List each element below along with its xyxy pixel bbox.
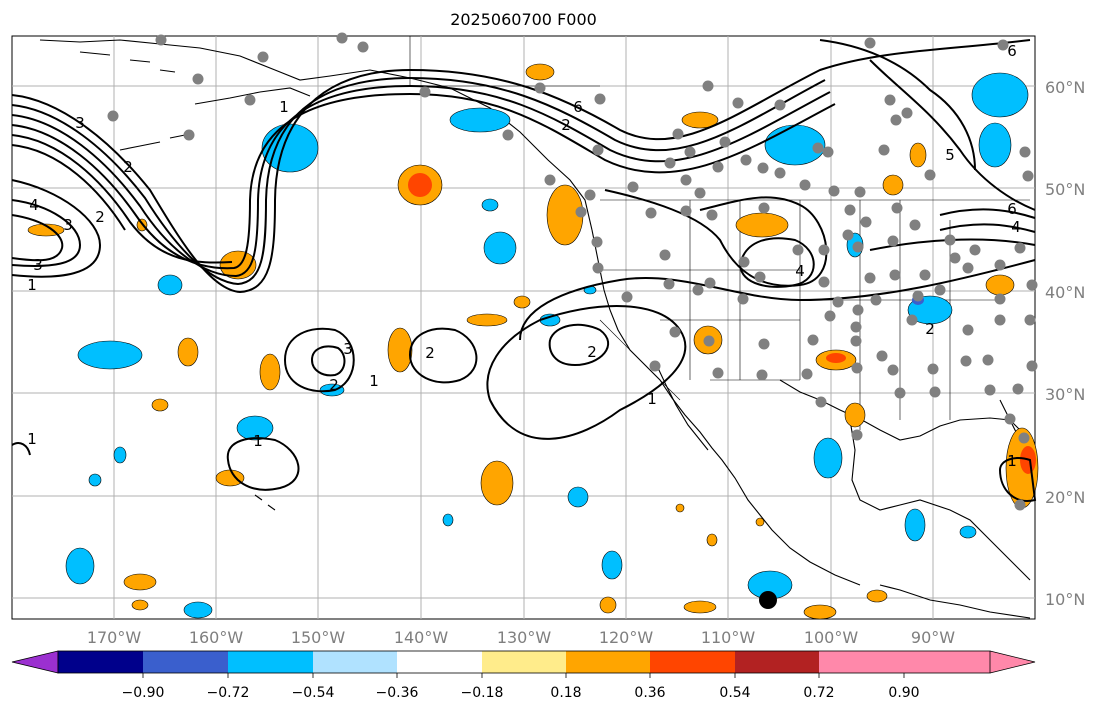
colorbar-segment: [313, 651, 397, 673]
contour-label: 4: [29, 196, 39, 214]
contour-label: 4: [795, 262, 805, 280]
colorbar-segment: [228, 651, 313, 673]
lon-label: 90°W: [911, 628, 955, 647]
colorbar-tick-label: 0.90: [888, 685, 919, 701]
contour-label: 1: [369, 372, 379, 390]
contour-label: 2: [925, 320, 935, 338]
contour-label: 1: [647, 390, 657, 408]
contour-label: 6: [1007, 42, 1017, 60]
colorbar-segment: [143, 651, 228, 673]
lon-label: 110°W: [701, 628, 756, 647]
contour-label: 2: [95, 208, 105, 226]
contour-label: 1: [253, 432, 263, 450]
lon-label: 140°W: [394, 628, 449, 647]
colorbar-segment: [482, 651, 566, 673]
contour-label: 2: [561, 116, 571, 134]
colorbar-tick-label: −0.54: [292, 685, 335, 701]
colorbar-tick-label: −0.72: [207, 685, 250, 701]
lon-label: 170°W: [87, 628, 142, 647]
contour-lines: [11, 39, 1037, 502]
contour-label: 6: [573, 98, 583, 116]
colorbar-segment: [735, 651, 819, 673]
lat-label: 40°N: [1045, 283, 1085, 302]
contour-label: 6: [1007, 200, 1017, 218]
station-dots: [107, 32, 1038, 511]
lon-label: 120°W: [599, 628, 654, 647]
contour-label: 3: [63, 216, 73, 234]
lon-label: 130°W: [497, 628, 552, 647]
contour-label: 2: [587, 343, 597, 361]
contour-label: 1: [1007, 452, 1017, 470]
lat-label: 30°N: [1045, 385, 1085, 404]
colorbar-tick-label: 0.18: [550, 685, 581, 701]
contour-label-group: 3 2 4 3 3 1 6 2 1 6 5 6 4 4 2 2 2 3 2 1 …: [27, 42, 1021, 470]
contour-label: 1: [27, 430, 37, 448]
lon-label: 150°W: [291, 628, 346, 647]
colorbar-segment: [58, 651, 143, 673]
contour-label: 3: [343, 340, 353, 358]
colorbar-tick-label: 0.72: [803, 685, 834, 701]
colorbar-segment: [397, 651, 482, 673]
colorbar-tick-label: −0.36: [376, 685, 419, 701]
contour-label: 4: [1011, 218, 1021, 236]
lon-label: 160°W: [189, 628, 244, 647]
colorbar: −0.90 −0.72 −0.54 −0.36 −0.18 0.18 0.36 …: [11, 650, 1036, 701]
contour-label: 3: [33, 256, 43, 274]
contour-label: 1: [27, 276, 37, 294]
colorbar-tick-label: 0.54: [719, 685, 750, 701]
contour-label: 2: [425, 344, 435, 362]
contour-label: 3: [75, 114, 85, 132]
latitude-labels: 60°N 50°N 40°N 30°N 20°N 10°N: [1045, 78, 1085, 609]
contour-label: 2: [329, 376, 339, 394]
contour-label: 5: [945, 146, 955, 164]
lon-label: 100°W: [804, 628, 859, 647]
lat-label: 10°N: [1045, 590, 1085, 609]
contour-label: 1: [279, 98, 289, 116]
lat-label: 60°N: [1045, 78, 1085, 97]
storm-center-marker: [759, 591, 777, 609]
lat-label: 50°N: [1045, 180, 1085, 199]
lat-label: 20°N: [1045, 488, 1085, 507]
contour-label: 2: [123, 158, 133, 176]
colorbar-arrow-left: [11, 650, 59, 674]
map-title: 2025060700 F000: [450, 10, 597, 29]
colorbar-tick-label: 0.36: [634, 685, 665, 701]
colorbar-arrow-right: [819, 651, 1035, 673]
colorbar-segment: [566, 651, 650, 673]
graticule: [12, 36, 1035, 619]
colorbar-segment: [650, 651, 735, 673]
longitude-labels: 170°W 160°W 150°W 140°W 130°W 120°W 110°…: [87, 628, 955, 647]
colorbar-tick-label: −0.18: [461, 685, 504, 701]
colorbar-tick-label: −0.90: [122, 685, 165, 701]
